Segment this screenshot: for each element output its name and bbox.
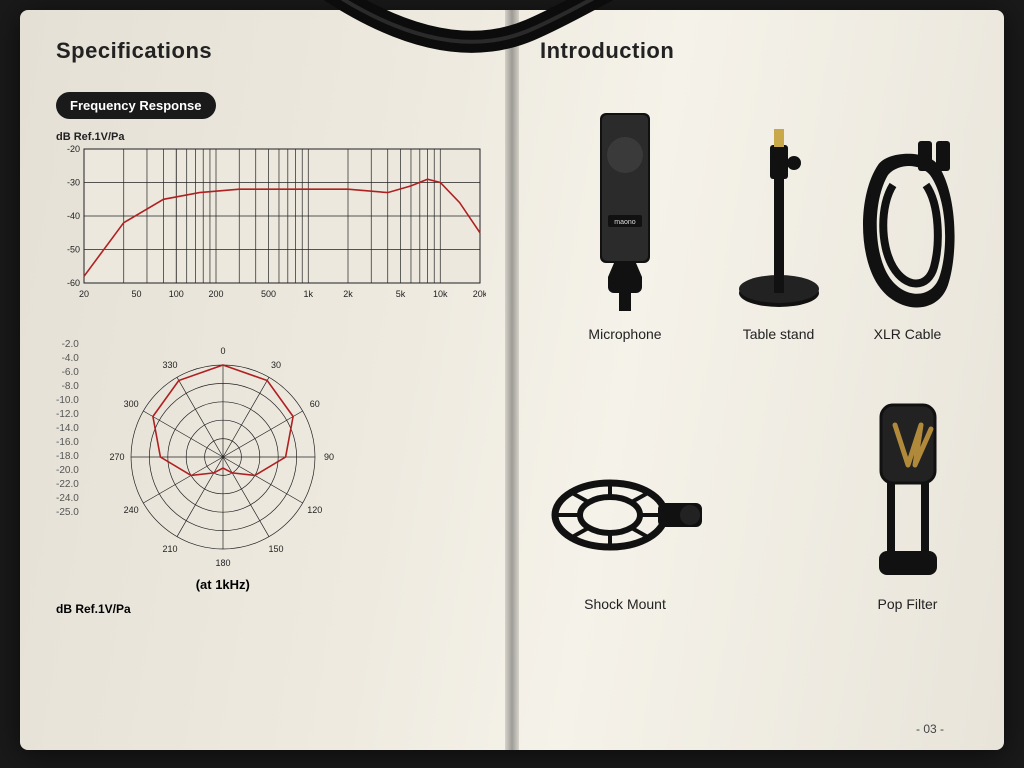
page-number: - 03 -: [916, 722, 944, 736]
xlr-cable-icon: [848, 135, 968, 320]
booklet-spine: [505, 10, 519, 750]
svg-text:10k: 10k: [433, 289, 448, 299]
manual-booklet: Specifications Frequency Response dB Ref…: [20, 10, 1004, 750]
polar-db-ref-label: dB Ref.1V/Pa: [56, 602, 484, 616]
svg-text:210: 210: [162, 544, 177, 554]
svg-text:20k: 20k: [473, 289, 486, 299]
polar-legend-value: -12.0: [56, 408, 79, 422]
svg-text:maono: maono: [614, 219, 636, 226]
item-caption: Table stand: [743, 326, 815, 342]
polar-legend-value: -6.0: [56, 366, 79, 380]
polar-legend-value: -10.0: [56, 394, 79, 408]
polar-legend-value: -8.0: [56, 380, 79, 394]
svg-text:270: 270: [109, 452, 124, 462]
svg-text:60: 60: [310, 399, 320, 409]
package-item: maono Microphone: [540, 82, 710, 342]
polar-legend-value: -20.0: [56, 464, 79, 478]
freq-chart-y-label: dB Ref.1V/Pa: [56, 131, 484, 143]
package-contents-grid: maono Microphone Table stand: [540, 82, 968, 612]
item-caption: Microphone: [588, 326, 661, 342]
package-item: XLR Cable: [847, 82, 968, 342]
polar-chart-svg: 0 30 60 90 120 150 180 210 240 270 300 330: [93, 338, 353, 568]
svg-text:50: 50: [132, 289, 142, 299]
empty-cell: [718, 352, 839, 612]
svg-text:30: 30: [271, 360, 281, 370]
frequency-response-badge: Frequency Response: [56, 92, 216, 119]
svg-text:150: 150: [268, 544, 283, 554]
svg-text:330: 330: [162, 360, 177, 370]
svg-text:500: 500: [261, 289, 276, 299]
polar-legend-value: -16.0: [56, 436, 79, 450]
svg-text:20: 20: [79, 289, 89, 299]
svg-text:5k: 5k: [396, 289, 406, 299]
package-item: Pop Filter: [847, 352, 968, 612]
svg-text:300: 300: [123, 399, 138, 409]
freq-chart-svg: -20 -30 -40 -50 -6020 50 100 200 500 1k 2k 5k 10k 20k: [56, 143, 486, 303]
polar-legend-value: -22.0: [56, 478, 79, 492]
polar-legend-value: -2.0: [56, 338, 79, 352]
polar-legend-value: -4.0: [56, 352, 79, 366]
svg-text:-20: -20: [67, 144, 80, 154]
microphone-icon: maono: [570, 105, 680, 320]
svg-text:200: 200: [208, 289, 223, 299]
item-caption: Pop Filter: [878, 596, 938, 612]
polar-caption: (at 1kHz): [93, 577, 353, 592]
svg-text:240: 240: [123, 505, 138, 515]
table-stand-icon: [724, 115, 834, 320]
svg-text:90: 90: [324, 452, 334, 462]
item-caption: XLR Cable: [874, 326, 942, 342]
svg-text:100: 100: [169, 289, 184, 299]
svg-text:-50: -50: [67, 245, 80, 255]
svg-text:-60: -60: [67, 278, 80, 288]
svg-text:180: 180: [215, 558, 230, 568]
svg-text:0: 0: [220, 346, 225, 356]
package-item: Table stand: [718, 82, 839, 342]
svg-text:1k: 1k: [304, 289, 314, 299]
item-caption: Shock Mount: [584, 596, 666, 612]
svg-text:2k: 2k: [343, 289, 353, 299]
pop-filter-icon: [853, 395, 963, 590]
svg-text:-40: -40: [67, 211, 80, 221]
polar-legend-value: -18.0: [56, 450, 79, 464]
frequency-response-chart: dB Ref.1V/Pa -20 -30 -40 -50 -6020 50 100 200 50…: [56, 131, 484, 308]
shock-mount-icon: [540, 445, 710, 590]
polar-db-scale: -2.0-4.0-6.0-8.0-10.0-12.0-14.0-16.0-18.…: [56, 338, 79, 520]
draped-cable: [300, 0, 720, 80]
left-page: Specifications Frequency Response dB Ref…: [20, 10, 512, 750]
polar-chart-area: -2.0-4.0-6.0-8.0-10.0-12.0-14.0-16.0-18.…: [56, 338, 484, 592]
package-item: Shock Mount: [540, 352, 710, 612]
polar-legend-value: -25.0: [56, 506, 79, 520]
polar-legend-value: -24.0: [56, 492, 79, 506]
svg-text:-30: -30: [67, 178, 80, 188]
svg-text:120: 120: [307, 505, 322, 515]
right-page: Introduction maono Microphone: [512, 10, 1004, 750]
polar-legend-value: -14.0: [56, 422, 79, 436]
